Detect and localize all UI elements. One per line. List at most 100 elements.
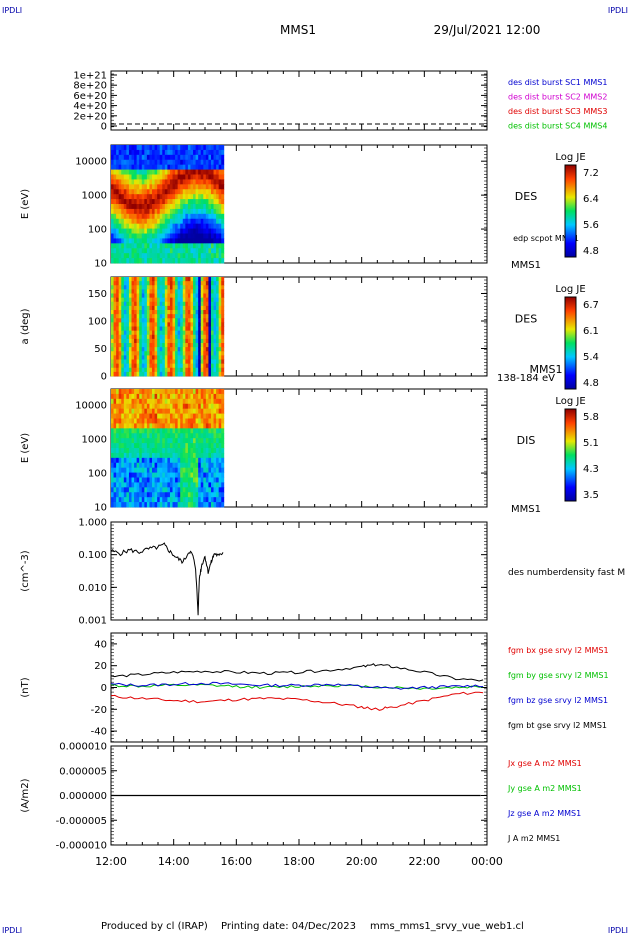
heatmap-cell	[118, 149, 122, 156]
heatmap-cell	[146, 343, 150, 348]
heatmap-cell	[221, 403, 225, 410]
heatmap-cell	[195, 347, 199, 352]
heatmap-cell	[195, 492, 199, 498]
heatmap-cell	[198, 343, 202, 348]
heatmap-cell	[136, 497, 140, 503]
heatmap-cell	[210, 310, 214, 315]
heatmap-cell	[208, 467, 212, 473]
heatmap-cell	[121, 347, 125, 352]
heatmap-cell	[152, 233, 155, 239]
heatmap-cell	[200, 194, 204, 200]
heatmap-cell	[182, 487, 186, 493]
series-bt	[110, 663, 484, 682]
heatmap-cell	[146, 154, 150, 161]
heatmap-cell	[193, 467, 196, 473]
heatmap-cell	[136, 443, 140, 449]
heatmap-cell	[157, 418, 161, 424]
heatmap-cell	[121, 293, 125, 299]
heatmap-cell	[111, 189, 114, 195]
heatmap-cell	[198, 371, 202, 377]
heatmap-cell	[172, 159, 176, 166]
heatmap-cell	[126, 452, 130, 459]
heatmap-cell	[154, 462, 158, 469]
heatmap-cell	[208, 497, 212, 503]
heatmap-cell	[213, 355, 217, 360]
heatmap-cell	[126, 367, 130, 373]
heatmap-cell	[111, 393, 114, 400]
heatmap-cell	[118, 145, 122, 151]
heatmap-cell	[139, 462, 143, 469]
heatmap-cell	[154, 452, 158, 459]
heatmap-cell	[177, 398, 181, 405]
heatmap-cell	[180, 351, 184, 356]
heatmap-cell	[134, 330, 138, 336]
heatmap-cell	[213, 418, 217, 424]
heatmap-cell	[139, 277, 143, 282]
heatmap-cell	[177, 334, 181, 340]
heatmap-cell	[136, 289, 140, 294]
heatmap-cell	[190, 184, 194, 190]
heatmap-cell	[141, 467, 145, 473]
heatmap-cell	[198, 297, 202, 303]
heatmap-cell	[134, 223, 138, 229]
heatmap-cell	[221, 428, 225, 434]
heatmap-cell	[162, 213, 166, 220]
heatmap-cell	[195, 359, 199, 365]
heatmap-cell	[218, 194, 222, 200]
heatmap-cell	[169, 301, 173, 307]
heatmap-cell	[193, 418, 196, 424]
heatmap-cell	[177, 363, 181, 369]
heatmap-cell	[131, 174, 135, 180]
colorbar-tick-label: 6.4	[583, 194, 599, 205]
heatmap-cell	[210, 367, 214, 373]
legend-item: des dist burst SC2 MMS2	[508, 93, 607, 102]
heatmap-cell	[172, 413, 176, 419]
heatmap-cell	[139, 355, 143, 360]
heatmap-cell	[111, 233, 114, 239]
heatmap-cell	[193, 184, 196, 190]
heatmap-cell	[200, 452, 204, 459]
heatmap-cell	[169, 218, 173, 225]
heatmap-cell	[200, 145, 204, 151]
heatmap-cell	[149, 293, 153, 299]
heatmap-cell	[126, 403, 130, 410]
heatmap-cell	[116, 487, 120, 493]
heatmap-cell	[221, 462, 225, 469]
heatmap-cell	[111, 149, 114, 156]
heatmap-cell	[144, 228, 148, 234]
heatmap-cell	[221, 174, 225, 180]
heatmap-cell	[210, 393, 214, 400]
heatmap-cell	[216, 497, 220, 503]
heatmap-cell	[128, 154, 132, 161]
heatmap-cell	[126, 281, 130, 286]
heatmap-cell	[164, 330, 168, 336]
heatmap-cell	[193, 159, 196, 166]
heatmap-cell	[198, 398, 202, 405]
heatmap-cell	[172, 293, 176, 299]
heatmap-cell	[190, 497, 194, 503]
heatmap-cell	[208, 233, 212, 239]
heatmap-cell	[175, 492, 179, 498]
heatmap-cell	[141, 289, 145, 294]
heatmap-cell	[180, 343, 184, 348]
heatmap-cell	[177, 367, 181, 373]
heatmap-cell	[113, 408, 117, 414]
heatmap-cell	[152, 293, 155, 299]
heatmap-cell	[139, 428, 143, 434]
heatmap-cell	[216, 189, 220, 195]
heatmap-cell	[164, 467, 168, 473]
legend-item: des dist burst SC1 MMS1	[508, 78, 607, 87]
heatmap-cell	[169, 258, 173, 264]
heatmap-cell	[144, 208, 148, 215]
heatmap-cell	[177, 428, 181, 434]
heatmap-cell	[200, 497, 204, 503]
heatmap-cell	[149, 310, 153, 315]
heatmap-cell	[180, 213, 184, 220]
heatmap-cell	[121, 310, 125, 315]
heatmap-cell	[190, 398, 194, 405]
heatmap-cell	[141, 355, 145, 360]
heatmap-cell	[195, 218, 199, 225]
heatmap-cell	[185, 243, 189, 249]
heatmap-cell	[180, 359, 184, 365]
heatmap-cell	[187, 184, 191, 190]
